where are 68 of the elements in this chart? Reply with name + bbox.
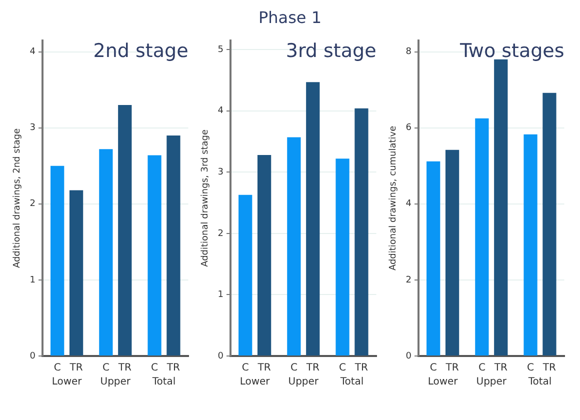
bar	[306, 82, 320, 356]
bar	[494, 59, 508, 356]
y-tick-label: 6	[406, 123, 412, 134]
text: C	[151, 362, 158, 374]
bar	[524, 134, 538, 356]
text: C	[339, 362, 346, 374]
x-tick-label: Total	[339, 376, 364, 388]
y-tick-label: 1	[30, 275, 36, 286]
text: TR	[306, 362, 320, 374]
bar	[118, 105, 132, 356]
x-tick-label: Upper	[100, 376, 132, 388]
y-axis-title: Additional drawings, 3rd stage	[200, 128, 211, 267]
y-tick-label: 2	[406, 275, 412, 286]
series-label: C	[430, 362, 437, 374]
y-axis-title: Additional drawings, cumulative	[388, 125, 399, 271]
y-tick-label: 5	[218, 44, 224, 55]
y-tick-label: 0	[406, 351, 412, 362]
bar	[99, 149, 113, 356]
bar	[257, 154, 272, 356]
text: TR	[542, 362, 556, 374]
bar	[287, 137, 301, 356]
y-tick-label: 3	[218, 168, 224, 178]
chart-title: 2nd stage	[93, 40, 188, 62]
series-label: TR	[444, 362, 459, 374]
series-label: C	[54, 362, 61, 374]
x-tick-label: Upper	[476, 376, 508, 388]
y-tick-label: 2	[30, 199, 36, 210]
text: C	[290, 362, 298, 374]
y-tick-label: 2	[218, 228, 224, 239]
y-tick-label: 4	[218, 106, 224, 116]
x-tick-label: Upper	[288, 376, 320, 388]
chart-title: Two stages	[458, 40, 564, 62]
x-tick-label: Total	[527, 376, 552, 388]
bar	[148, 155, 162, 356]
x-tick-label: Lower	[240, 376, 271, 388]
series-label: TR	[68, 362, 83, 374]
text: TR	[494, 362, 508, 374]
y-tick-label: 4	[30, 47, 36, 58]
bar	[238, 194, 252, 356]
y-tick-label: 3	[30, 123, 36, 134]
bar	[445, 150, 460, 356]
series-label: TR	[256, 362, 271, 374]
y-tick-label: 0	[30, 351, 36, 362]
text: TR	[354, 362, 368, 374]
text: TR	[166, 362, 180, 374]
bar	[50, 166, 64, 356]
bar	[542, 92, 556, 356]
chart-title: 3rd stage	[286, 40, 376, 62]
x-tick-label: Lower	[52, 376, 83, 388]
y-tick-label: 4	[406, 199, 412, 210]
x-tick-label: Total	[151, 376, 176, 388]
bar	[354, 108, 368, 356]
text: C	[527, 362, 534, 374]
text: C	[102, 362, 110, 374]
bar	[166, 135, 180, 356]
y-tick-label: 0	[218, 351, 224, 362]
bar	[475, 118, 489, 356]
text: C	[478, 362, 486, 374]
bar	[336, 158, 350, 356]
text: Phase 1	[257, 8, 323, 29]
text: TR	[118, 362, 132, 374]
y-tick-label: 8	[406, 47, 412, 58]
series-label: C	[242, 362, 249, 374]
y-tick-label: 1	[218, 290, 224, 300]
x-tick-label: Lower	[428, 376, 459, 388]
y-axis-title: Additional drawings, 2nd stage	[12, 128, 23, 268]
bar	[69, 190, 84, 356]
bar	[426, 161, 440, 356]
